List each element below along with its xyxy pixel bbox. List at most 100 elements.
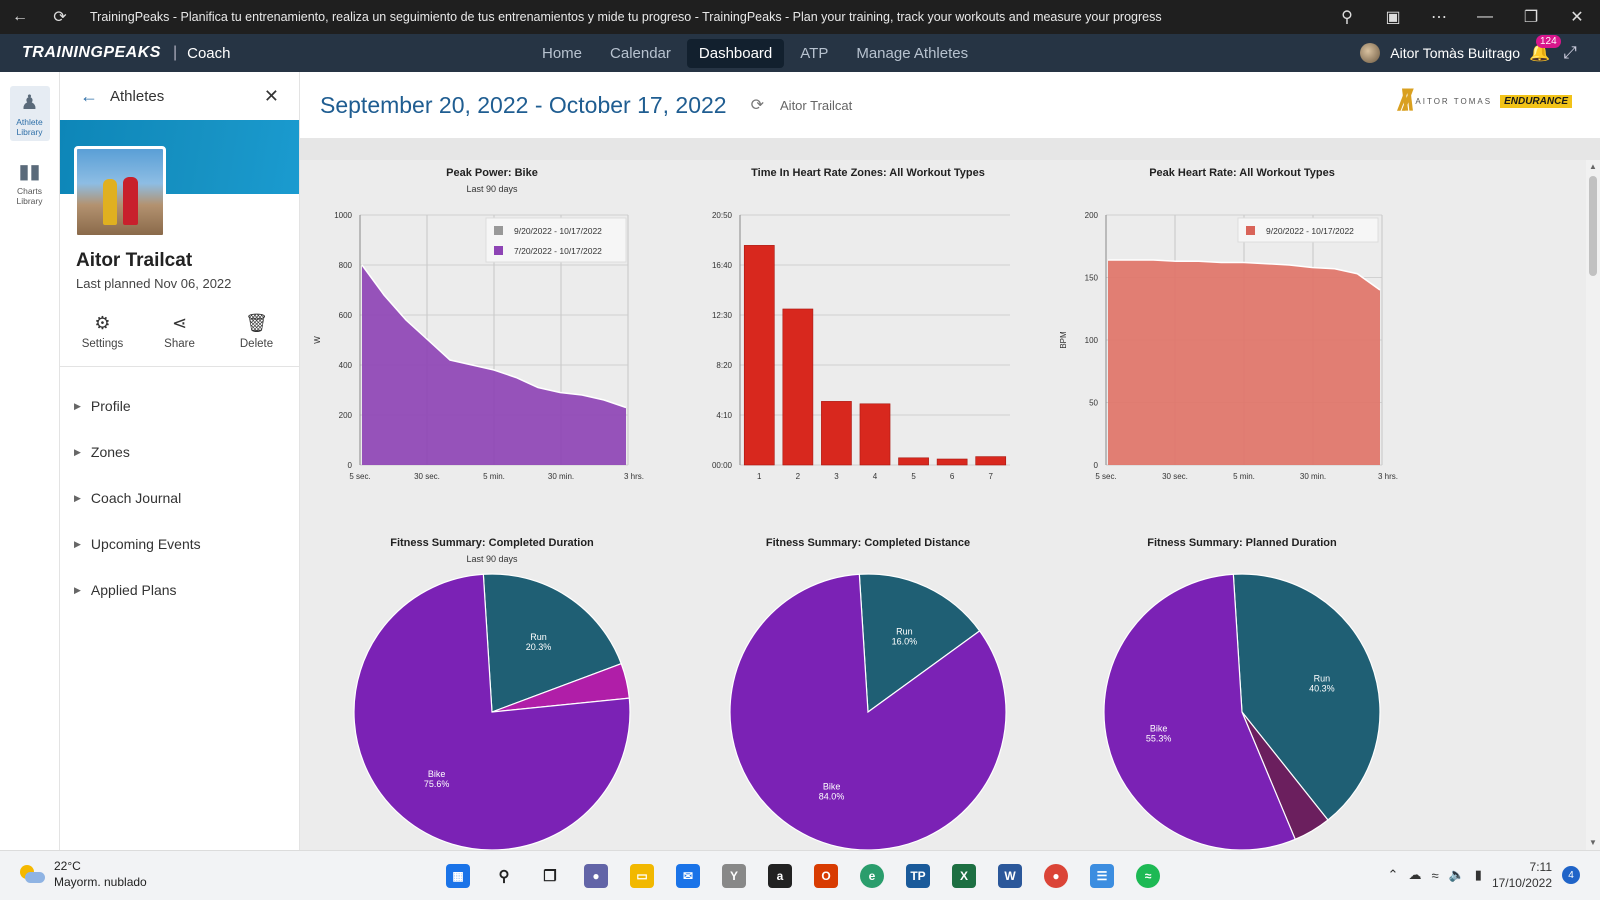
menu-zones[interactable]: ▶ Zones (60, 429, 299, 475)
caret-right-icon: ▶ (74, 446, 81, 457)
brand-logo[interactable]: TRAININGPEAKS (22, 44, 161, 61)
minimize-icon[interactable]: — (1477, 8, 1493, 25)
chart-legend: 9/20/2022 - 10/17/2022 (1237, 217, 1379, 243)
pie-slice (858, 573, 981, 714)
restore-icon[interactable]: ❐ (1523, 9, 1539, 26)
refresh-icon[interactable]: ⟳ (750, 97, 765, 114)
battery-icon[interactable]: ▮ (1474, 867, 1482, 882)
dashboard-athlete: Aitor Trailcat (780, 97, 853, 113)
spotify-icon[interactable]: ≈ (1130, 859, 1166, 893)
office-icon[interactable]: O (808, 859, 844, 893)
close-icon[interactable]: ✕ (263, 85, 279, 106)
menu-applied-plans[interactable]: ▶ Applied Plans (60, 567, 299, 613)
nav-home[interactable]: Home (542, 44, 583, 62)
athlete-photo[interactable] (74, 146, 166, 238)
mail-icon[interactable]: ✉ (670, 859, 706, 893)
y-tick-label: 20:50 (712, 211, 733, 220)
dashboard-scrollbar[interactable]: ▲ ▼ (1586, 160, 1600, 850)
y-tick-label: 600 (339, 311, 353, 320)
close-window-icon[interactable]: ✕ (1570, 9, 1584, 26)
notepad-icon[interactable]: ☰ (1084, 859, 1120, 893)
slice-percent: 40.3% (1309, 683, 1335, 693)
search-icon[interactable]: ⚲ (498, 868, 510, 885)
y-axis-label: BPM (1059, 331, 1068, 349)
back-arrow-icon[interactable]: ← (80, 85, 98, 106)
chat-icon[interactable]: ● (578, 859, 614, 893)
y-tick-label: 400 (339, 361, 353, 370)
share-button[interactable]: ⋖ Share (145, 313, 215, 350)
slice-label: Run (1314, 673, 1331, 683)
panel-header: ← Athletes ✕ (60, 72, 299, 120)
y-tick-label: 16:40 (712, 261, 733, 270)
amazon-icon[interactable]: a (762, 859, 798, 893)
chart-subtitle: Last 90 days (466, 554, 518, 564)
charts-area: Peak Power: Bike Last 90 days 5 sec. 30 sec… (300, 160, 1586, 850)
y-tick-label: 8:20 (716, 361, 732, 370)
windows-start-icon[interactable]: ▦ (440, 859, 476, 893)
legend-swatch (494, 226, 503, 235)
user-avatar[interactable] (1360, 43, 1381, 63)
wifi-icon[interactable]: ≈ (1431, 867, 1439, 883)
x-tick-label: 5 min. (1233, 472, 1255, 481)
panel-title: Athletes (110, 87, 165, 105)
nav-calendar[interactable]: Calendar (610, 44, 671, 62)
slice-percent: 20.3% (526, 642, 552, 652)
weather-widget[interactable]: 22°C Mayorm. nublado (18, 858, 147, 890)
chrome-icon[interactable]: ● (1038, 859, 1074, 893)
back-arrow-icon[interactable]: ← (12, 8, 28, 25)
notification-badge[interactable]: 4 (1562, 866, 1580, 884)
expand-icon[interactable]: ⤢ (1563, 43, 1577, 62)
weather-temperature: 22°C (54, 859, 81, 873)
x-tick-label: 5 min. (483, 472, 505, 481)
x-tick-label: 30 min. (1300, 472, 1326, 481)
user-name[interactable]: Aitor Tomàs Buitrago (1390, 45, 1520, 61)
nav-manage-athletes[interactable]: Manage Athletes (856, 44, 969, 62)
legend-box (485, 217, 627, 263)
nav-dashboard[interactable]: Dashboard (686, 38, 785, 68)
chart-title: Fitness Summary: Completed Distance (766, 537, 970, 549)
excel-icon[interactable]: X (946, 859, 982, 893)
rail-athlete-library[interactable]: ♟ Athlete Library (9, 86, 50, 141)
edge-icon[interactable]: e (854, 859, 890, 893)
clock[interactable]: 7:11 17/10/2022 (1492, 859, 1552, 891)
x-tick-label: 5 sec. (349, 472, 370, 481)
bar (898, 457, 929, 466)
y-tick-label: 200 (1085, 211, 1099, 220)
settings-button[interactable]: ⚙ Settings (68, 313, 138, 350)
caret-right-icon: ▶ (74, 400, 81, 411)
menu-upcoming-events[interactable]: ▶ Upcoming Events (60, 521, 299, 567)
zoom-icon[interactable]: ⚲ (1341, 9, 1353, 26)
menu-item-label: Zones (90, 444, 130, 460)
yahoo-icon[interactable]: Y (716, 859, 752, 893)
task-view-icon[interactable]: ❐ (543, 868, 557, 885)
delete-button[interactable]: 🗑 Delete (222, 313, 292, 350)
word-icon[interactable]: W (992, 859, 1028, 893)
caret-right-icon: ▶ (74, 584, 81, 595)
menu-profile[interactable]: ▶ Profile (60, 383, 299, 429)
menu-coach-journal[interactable]: ▶ Coach Journal (60, 475, 299, 521)
chart-legend: 9/20/2022 - 10/17/2022 7/20/2022 - 10/17/… (485, 217, 627, 263)
bell-icon[interactable]: 🔔 124 (1529, 35, 1561, 63)
rail-charts-library[interactable]: ▮▮ Charts Library (10, 155, 50, 210)
volume-icon[interactable]: 🔈 (1448, 867, 1465, 882)
date-range[interactable]: September 20, 2022 - October 17, 2022 (320, 91, 727, 118)
scroll-up-icon[interactable]: ▲ (1589, 162, 1597, 171)
slice-percent: 84.0% (819, 791, 845, 801)
logo-badge: ENDURANCE (1500, 94, 1572, 108)
more-icon[interactable]: ⋯ (1431, 9, 1447, 26)
refresh-icon[interactable]: ⟳ (53, 9, 67, 26)
weather-description: Mayorm. nublado (54, 875, 147, 889)
trainingpeaks-icon[interactable]: TP (900, 859, 936, 893)
app-install-icon[interactable]: ▣ (1385, 9, 1401, 26)
bar (975, 456, 1007, 466)
slice-percent: 55.3% (1146, 733, 1172, 743)
chevron-up-icon[interactable]: ⌃ (1387, 867, 1399, 882)
charts-library-icon: ▮▮ (18, 161, 41, 183)
scroll-down-icon[interactable]: ▼ (1589, 838, 1597, 847)
nav-atp[interactable]: ATP (800, 44, 829, 62)
slice-label: Run (896, 627, 913, 637)
y-tick-label: 200 (339, 411, 353, 420)
scroll-thumb[interactable] (1589, 176, 1597, 276)
file-explorer-icon[interactable]: ▭ (624, 859, 660, 893)
onedrive-icon[interactable]: ☁ (1408, 867, 1422, 882)
